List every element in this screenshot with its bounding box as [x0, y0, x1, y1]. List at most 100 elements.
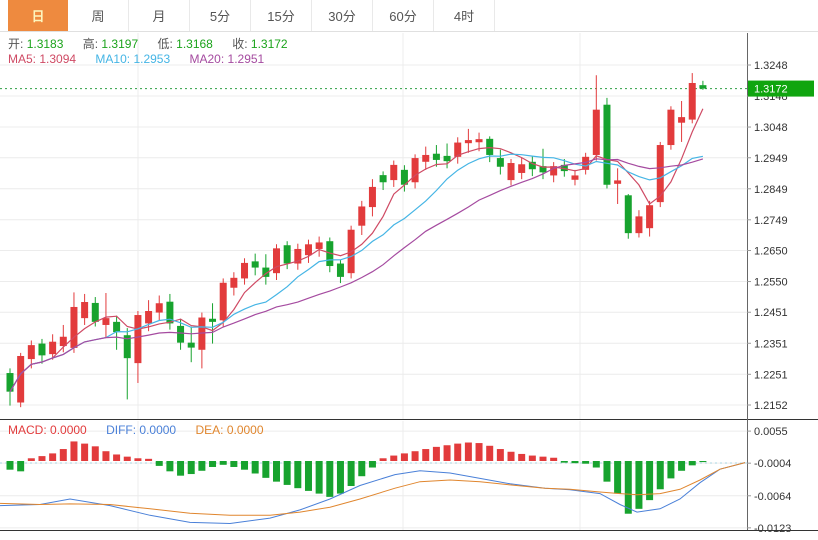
macd-bar	[528, 455, 536, 461]
candle-body	[390, 164, 398, 181]
macd-bar	[315, 461, 323, 494]
macd-bar	[70, 441, 78, 461]
price-tick-label: 1.2351	[754, 338, 788, 350]
candle-body	[70, 306, 78, 348]
macd-bar	[475, 443, 483, 461]
macd-bar	[699, 461, 707, 463]
ma5-line	[9, 108, 704, 393]
price-tick-label: 1.2550	[754, 277, 788, 289]
macd-label: MACD:	[8, 423, 47, 437]
macd-tick-label: -0.0064	[754, 491, 791, 503]
macd-bar	[656, 461, 664, 490]
candle-body	[475, 139, 483, 143]
candle-body	[400, 169, 408, 185]
open-label: 开:	[8, 37, 24, 51]
candle-body	[464, 140, 472, 144]
candle-body	[358, 206, 366, 226]
macd-tick-label: -0.0004	[754, 458, 791, 470]
macd-bar	[635, 461, 643, 509]
tab-日[interactable]: 日	[8, 0, 68, 31]
macd-bar	[582, 461, 590, 464]
macd-bar	[347, 461, 355, 486]
macd-bar	[134, 458, 142, 461]
macd-bar	[102, 451, 110, 461]
candle-body	[166, 301, 174, 324]
current-price-badge-value: 1.3172	[754, 84, 788, 96]
macd-bar	[187, 461, 195, 475]
tab-30分[interactable]: 30分	[312, 0, 373, 31]
macd-bar	[496, 449, 504, 461]
macd-bar	[251, 461, 259, 474]
candle-body	[91, 302, 99, 322]
ma10-line	[9, 153, 704, 393]
candle-body	[368, 186, 376, 208]
macd-bar	[507, 451, 515, 461]
candle-body	[177, 325, 185, 343]
candle-body	[49, 341, 57, 355]
price-tick-label: 1.2849	[754, 184, 788, 196]
price-tick-label: 1.2749	[754, 215, 788, 227]
tab-4时[interactable]: 4时	[434, 0, 495, 31]
tab-5分[interactable]: 5分	[190, 0, 251, 31]
candle-body	[656, 145, 664, 203]
macd-legend: MACD: 0.0000 DIFF: 0.0000 DEA: 0.0000	[8, 424, 280, 437]
macd-bar	[486, 445, 494, 461]
tab-60分[interactable]: 60分	[373, 0, 434, 31]
candle-body	[241, 262, 249, 279]
tab-月[interactable]: 月	[129, 0, 190, 31]
macd-bar	[592, 461, 600, 468]
macd-bar	[614, 461, 622, 494]
candle-body	[251, 261, 259, 268]
candle-body	[624, 195, 632, 234]
price-tick-label: 1.2251	[754, 369, 788, 381]
low-value: 1.3168	[176, 37, 213, 51]
ma20-value: 1.2951	[227, 52, 265, 66]
candle-body	[422, 154, 430, 162]
price-tick-label: 1.2650	[754, 246, 788, 258]
candle-body	[230, 277, 238, 288]
candle-body	[635, 216, 643, 234]
macd-bar	[667, 461, 675, 479]
macd-bar	[38, 456, 46, 461]
macd-tick-label: 0.0055	[754, 426, 788, 438]
candle-body	[273, 248, 280, 274]
macd-bar	[6, 461, 14, 470]
macd-bar	[262, 461, 270, 478]
macd-bar	[17, 461, 25, 472]
candle-body	[187, 342, 195, 348]
diff-line	[0, 462, 746, 525]
macd-bar	[230, 461, 238, 467]
tab-周[interactable]: 周	[68, 0, 129, 31]
candle-body	[81, 302, 89, 319]
candle-body	[688, 82, 696, 120]
high-label: 高:	[82, 37, 99, 51]
macd-bar	[603, 461, 611, 482]
macd-bar	[336, 461, 344, 494]
candle-body	[145, 311, 153, 324]
macd-bar	[198, 461, 206, 471]
candle-body	[454, 142, 462, 157]
low-label: 低:	[157, 37, 173, 51]
candle-body	[667, 109, 675, 146]
close-value: 1.3172	[250, 37, 288, 51]
candle-body	[486, 138, 494, 155]
candle-body	[17, 355, 25, 403]
tab-15分[interactable]: 15分	[251, 0, 312, 31]
price-tick-label: 1.2949	[754, 153, 788, 165]
ma-legend: MA5: 1.3094 MA10: 1.2953 MA20: 1.2951	[8, 53, 280, 66]
macd-bar	[411, 451, 419, 461]
macd-bar	[273, 461, 280, 482]
dea-value: 0.0000	[226, 423, 264, 437]
macd-bar	[219, 461, 227, 465]
macd-bar	[166, 461, 174, 472]
candle-body	[219, 282, 227, 321]
macd-bar	[560, 461, 568, 463]
candle-body	[528, 161, 536, 170]
candle-body	[592, 109, 600, 155]
price-tick-label: 1.3048	[754, 122, 788, 134]
macd-bar	[624, 461, 632, 514]
ma5-label: MA5:	[8, 52, 37, 66]
candle-body	[336, 263, 344, 277]
candle-body	[678, 117, 686, 123]
